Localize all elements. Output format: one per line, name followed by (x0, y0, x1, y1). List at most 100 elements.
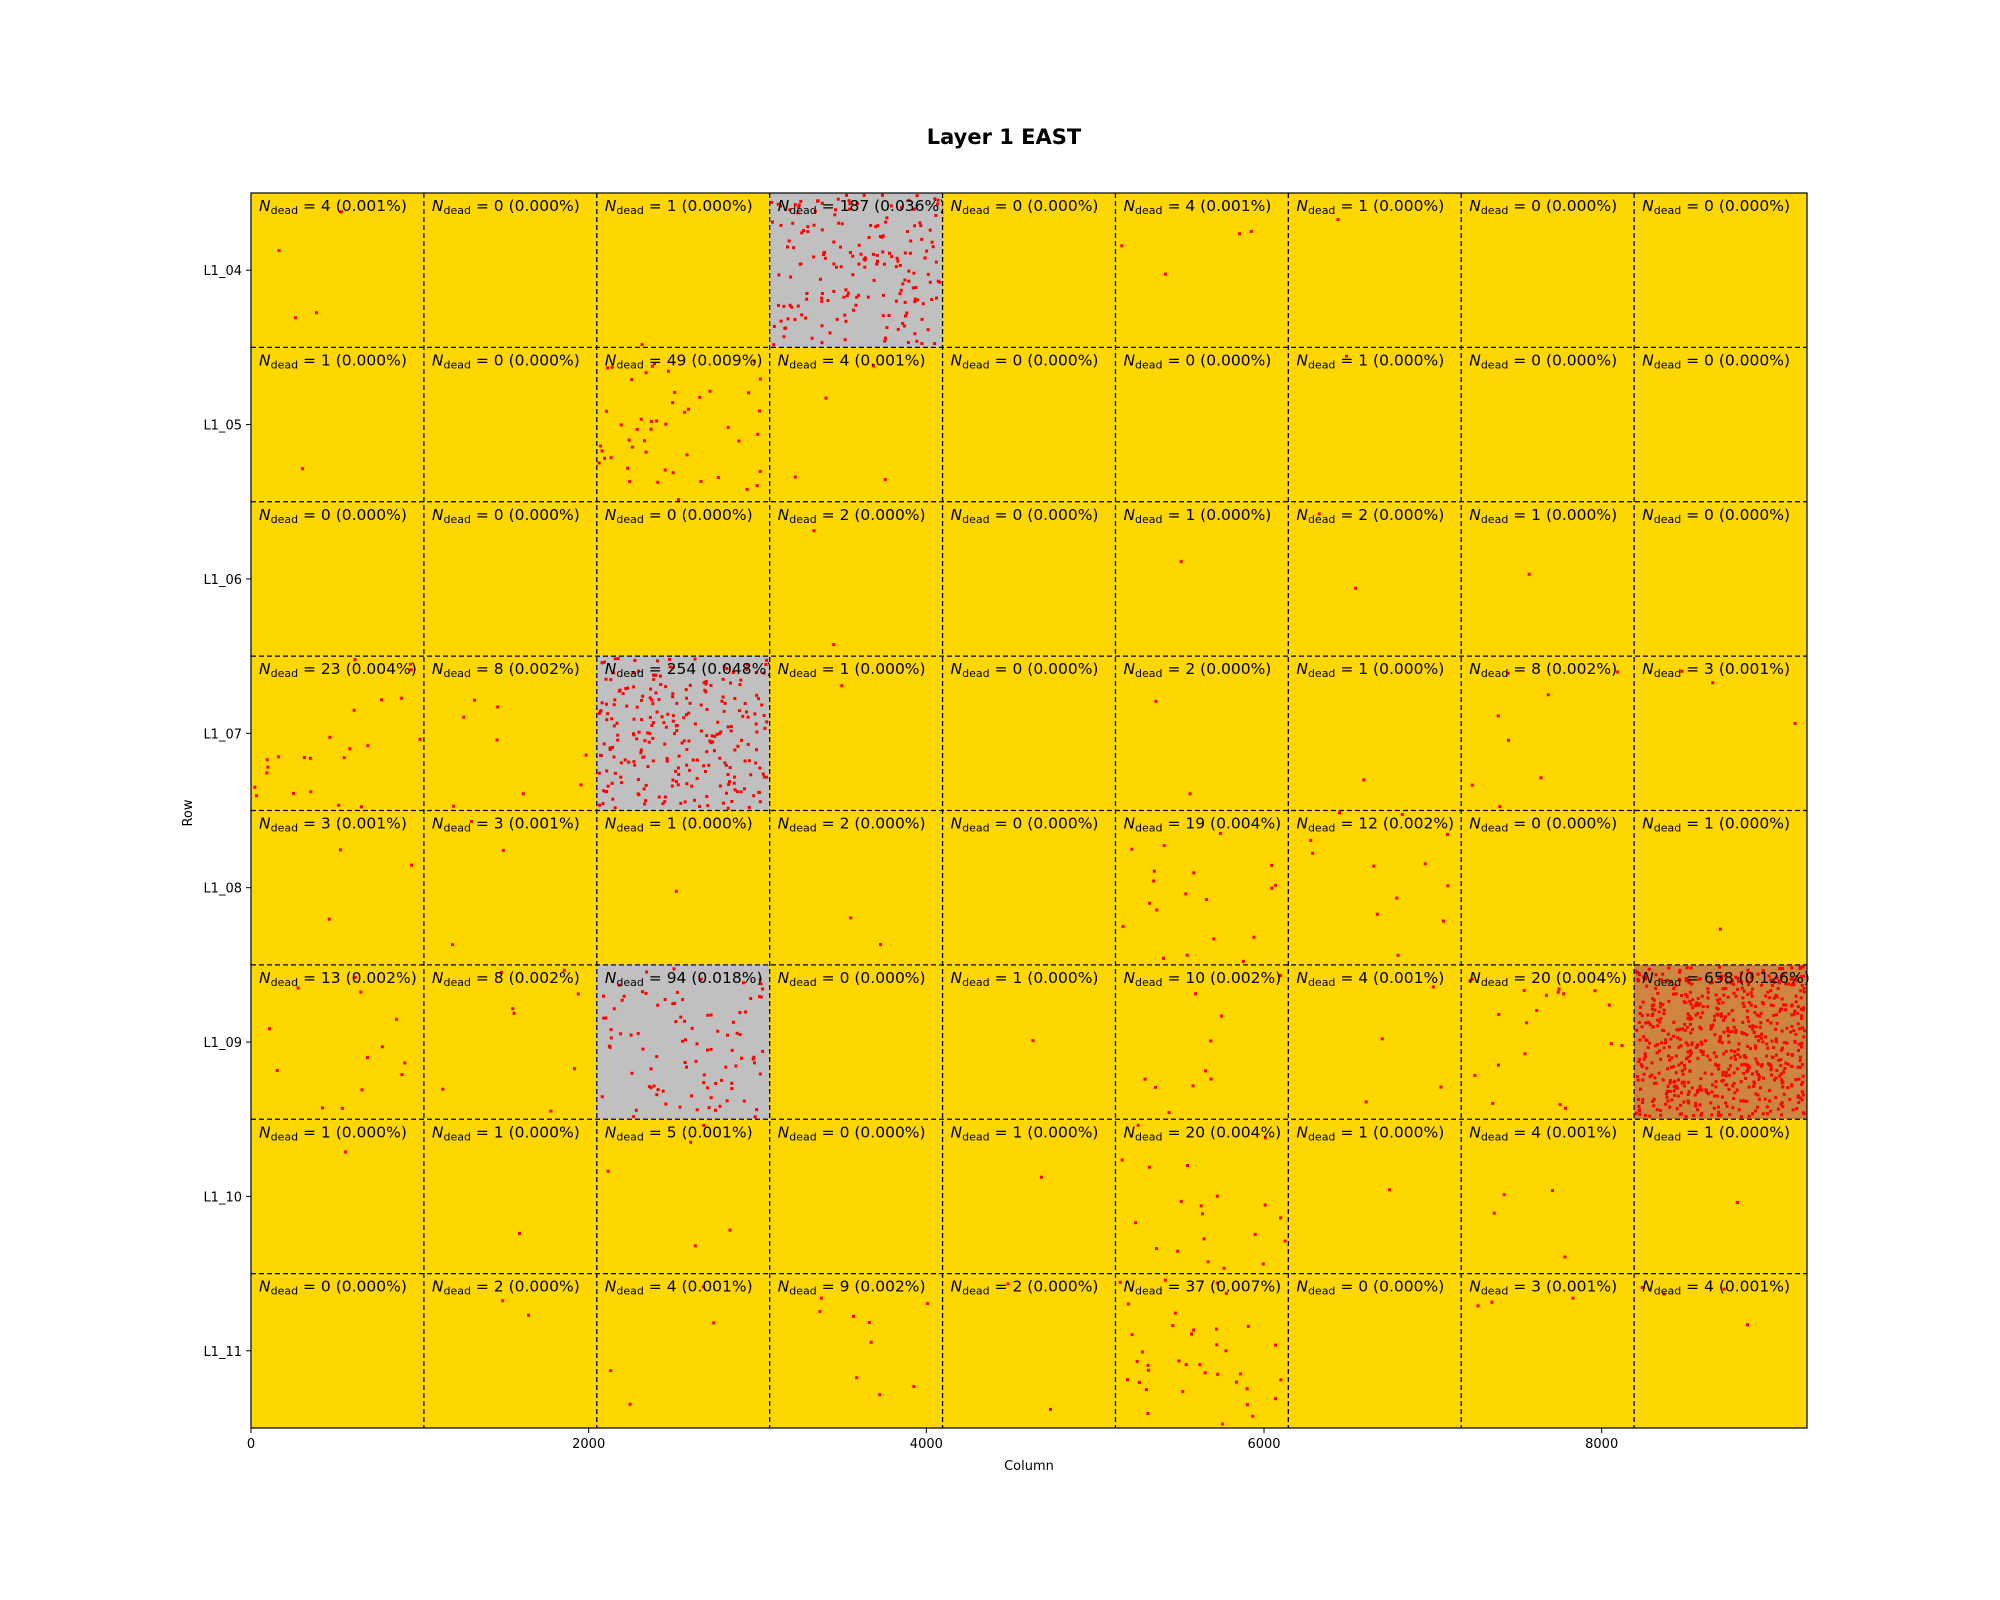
dead-pixel-point (749, 773, 753, 777)
dead-pixel-point (1801, 1093, 1805, 1097)
dead-pixel-point (649, 1086, 653, 1090)
dead-pixel-point (718, 1104, 722, 1108)
y-tick-label: L1_05 (203, 419, 242, 434)
dead-pixel-point (723, 701, 727, 705)
y-axis-label: Row (181, 799, 196, 826)
dead-pixel-point (1755, 1070, 1759, 1074)
dead-pixel-point (1799, 996, 1803, 1000)
dead-pixel-point (1743, 1054, 1747, 1057)
dead-pixel-point (676, 783, 680, 787)
dead-pixel-point (275, 1069, 279, 1072)
dead-pixel-point (1545, 993, 1548, 997)
dead-pixel-point (656, 1088, 660, 1092)
dead-pixel-point (1214, 1327, 1218, 1331)
dead-pixel-point (729, 729, 733, 733)
dead-pixel-point (1688, 990, 1692, 994)
dead-pixel-point (1215, 1343, 1219, 1347)
dead-pixel-point (720, 699, 724, 703)
dead-pixel-point (400, 1073, 404, 1077)
dead-pixel-point (1563, 1255, 1567, 1259)
dead-pixel-point (1192, 1328, 1196, 1332)
dead-pixel-point (639, 417, 643, 421)
dead-pixel-point (1677, 1045, 1681, 1049)
dead-pixel-point (1782, 1040, 1786, 1044)
dead-pixel-point (1690, 1043, 1694, 1047)
sensor-cell: Ndead = 37 (0.007%) (1115, 1273, 1289, 1428)
dead-pixel-point (1664, 978, 1668, 982)
dead-pixel-point (1684, 1057, 1688, 1061)
dead-pixel-point (1134, 1221, 1138, 1225)
dead-pixel-point (764, 775, 768, 779)
dead-pixel-point (1791, 1108, 1795, 1112)
dead-pixel-point (1741, 1031, 1744, 1035)
dead-pixel-point (799, 199, 803, 203)
dead-pixel-point (600, 701, 604, 705)
dead-pixel-point (1773, 1078, 1776, 1082)
dead-pixel-point (1728, 1030, 1732, 1034)
sensor-cell: Ndead = 1 (0.000%) (596, 193, 770, 348)
dead-pixel-point (752, 359, 756, 363)
y-tick-label: L1_11 (203, 1345, 242, 1360)
dead-pixel-point (1677, 1078, 1681, 1082)
dead-pixel-point (693, 657, 697, 661)
dead-pixel-point (1712, 1051, 1716, 1055)
dead-pixel-point (720, 1078, 724, 1082)
dead-pixel-point (677, 772, 681, 776)
dead-pixel-point (1716, 1013, 1720, 1017)
cell-label: Ndead = 12 (0.002%) (1296, 815, 1454, 835)
dead-pixel-point (1676, 1094, 1680, 1098)
dead-pixel-point (626, 466, 630, 470)
dead-pixel-point (1757, 1078, 1761, 1081)
dead-pixel-point (746, 743, 750, 746)
dead-pixel-point (712, 749, 716, 753)
cell-label: Ndead = 254 (0.048%) (605, 660, 773, 680)
cell-label: Ndead = 4 (0.001%) (1469, 1123, 1617, 1143)
dead-pixel-point (695, 1108, 699, 1112)
dead-pixel-point (1127, 1302, 1130, 1306)
dead-pixel-point (1650, 1061, 1654, 1065)
cell-label: Ndead = 0 (0.000%) (1469, 197, 1617, 217)
dead-pixel-point (1761, 1112, 1765, 1116)
dead-pixel-point (521, 792, 525, 796)
dead-pixel-point (1726, 1034, 1730, 1038)
dead-pixel-point (1694, 1104, 1697, 1108)
dead-pixel-point (1801, 1026, 1805, 1030)
sensor-cell: Ndead = 1 (0.000%) (1288, 1119, 1462, 1274)
cell-label: Ndead = 4 (0.001%) (1642, 1278, 1790, 1298)
dead-pixel-point (277, 249, 281, 253)
dead-pixel-point (1800, 1014, 1804, 1018)
dead-pixel-point (840, 684, 844, 688)
cell-background (1634, 501, 1807, 657)
dead-pixel-point (1659, 1017, 1663, 1021)
dead-pixel-point (292, 791, 295, 795)
dead-pixel-point (835, 265, 838, 269)
dead-pixel-point (628, 480, 632, 484)
cell-background (1288, 964, 1462, 1120)
dead-pixel-point (1750, 994, 1754, 998)
dead-pixel-point (1786, 1052, 1790, 1056)
dead-pixel-point (913, 300, 917, 304)
dead-pixel-point (820, 324, 824, 328)
dead-pixel-point (1491, 1101, 1495, 1105)
dead-pixel-point (633, 658, 637, 662)
dead-pixel-point (1795, 975, 1799, 978)
dead-pixel-point (632, 760, 636, 764)
dead-pixel-point (758, 800, 762, 804)
dead-pixel-point (783, 326, 787, 330)
cell-background (1461, 964, 1635, 1120)
dead-pixel-point (1770, 1073, 1773, 1077)
dead-pixel-point (1699, 1077, 1703, 1081)
dead-pixel-point (1667, 966, 1671, 970)
dead-pixel-point (613, 806, 617, 810)
dead-pixel-point (839, 265, 843, 269)
cell-background (251, 1273, 424, 1428)
dead-pixel-point (832, 289, 836, 293)
dead-pixel-point (1525, 1021, 1529, 1025)
cell-label: Ndead = 4 (0.001%) (1296, 969, 1444, 989)
dead-pixel-point (1772, 1014, 1776, 1017)
dead-pixel-point (1722, 1052, 1726, 1056)
dead-pixel-point (641, 990, 644, 994)
dead-pixel-point (1672, 1065, 1676, 1068)
dead-pixel-point (857, 293, 861, 297)
sensor-cell: Ndead = 20 (0.004%) (1461, 964, 1635, 1120)
